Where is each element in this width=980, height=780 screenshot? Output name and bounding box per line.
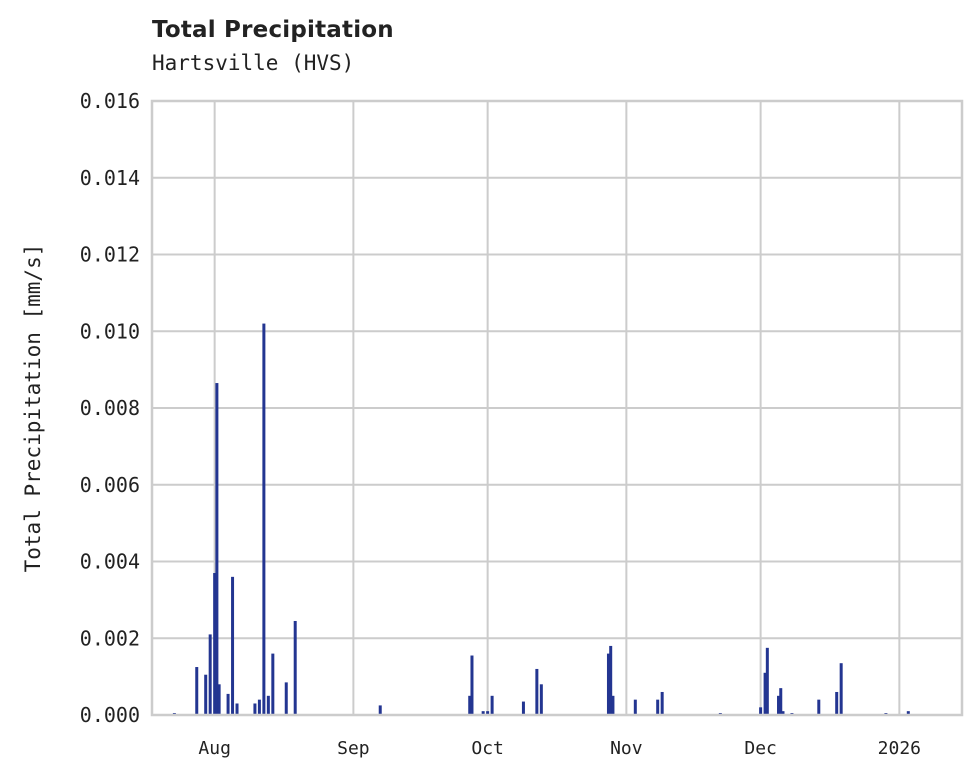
precipitation-bar bbox=[266, 695, 270, 715]
precipitation-bar bbox=[535, 668, 539, 715]
precipitation-bar bbox=[539, 684, 543, 715]
y-tick-label: 0.014 bbox=[80, 166, 140, 190]
precipitation-bar bbox=[481, 711, 485, 715]
chart-title: Total Precipitation bbox=[152, 17, 394, 43]
y-tick-label: 0.010 bbox=[80, 319, 140, 343]
plot-frame bbox=[150, 99, 964, 717]
precipitation-bar bbox=[378, 705, 382, 715]
y-tick-label: 0.008 bbox=[80, 396, 140, 420]
precipitation-bars bbox=[172, 323, 910, 715]
y-tick-label: 0.006 bbox=[80, 473, 140, 497]
precipitation-bar bbox=[257, 699, 261, 715]
precipitation-bar bbox=[271, 653, 275, 715]
y-tick-label: 0.016 bbox=[80, 89, 140, 113]
precipitation-bar bbox=[231, 576, 235, 715]
precipitation-bar bbox=[253, 703, 257, 715]
chart-subtitle: Hartsville (HVS) bbox=[152, 51, 355, 75]
precipitation-bar bbox=[235, 703, 239, 715]
precipitation-bar bbox=[633, 699, 637, 715]
precipitation-bar bbox=[835, 691, 839, 715]
precipitation-bar bbox=[262, 323, 266, 715]
precipitation-bar bbox=[779, 688, 783, 715]
x-tick-label: Sep bbox=[337, 738, 370, 759]
precipitation-bar bbox=[906, 711, 910, 715]
y-axis-ticks: 0.000 0.002 0.004 0.006 0.008 0.010 0.012 0.014… bbox=[80, 89, 140, 727]
precipitation-bar bbox=[208, 634, 212, 715]
precipitation-bar bbox=[204, 674, 208, 715]
x-tick-label: 2026 bbox=[878, 738, 921, 759]
gridlines bbox=[152, 100, 962, 716]
precipitation-bar bbox=[195, 667, 199, 715]
precipitation-bar bbox=[468, 695, 472, 715]
precipitation-bar bbox=[486, 711, 490, 715]
precipitation-bar bbox=[763, 672, 767, 715]
x-axis-ticks: Aug Sep Oct Nov Dec 2026 bbox=[198, 738, 921, 759]
precipitation-bar bbox=[213, 573, 217, 715]
precipitation-bar bbox=[226, 693, 230, 715]
precipitation-bar bbox=[817, 699, 821, 715]
x-tick-label: Dec bbox=[744, 738, 777, 759]
precipitation-bar bbox=[611, 695, 615, 715]
precipitation-bar bbox=[656, 699, 660, 715]
precipitation-bar bbox=[609, 645, 613, 715]
precipitation-bar bbox=[470, 655, 474, 715]
precipitation-bar bbox=[839, 663, 843, 715]
precipitation-bar bbox=[781, 711, 785, 715]
precipitation-bar bbox=[777, 695, 781, 715]
precipitation-bar bbox=[759, 707, 763, 715]
precipitation-bar bbox=[284, 682, 288, 715]
precipitation-bar bbox=[490, 695, 494, 715]
y-tick-label: 0.012 bbox=[80, 243, 140, 267]
precipitation-bar bbox=[215, 383, 219, 715]
y-tick-label: 0.002 bbox=[80, 626, 140, 650]
x-tick-label: Nov bbox=[610, 738, 643, 759]
precipitation-bar bbox=[521, 701, 525, 715]
x-tick-label: Aug bbox=[198, 738, 231, 759]
precipitation-bar bbox=[217, 684, 221, 715]
precipitation-bar bbox=[765, 647, 769, 715]
precipitation-bar bbox=[606, 653, 610, 715]
precipitation-bar bbox=[660, 691, 664, 715]
precipitation-bar bbox=[293, 620, 297, 715]
x-tick-label: Oct bbox=[471, 738, 504, 759]
y-tick-label: 0.000 bbox=[80, 703, 140, 727]
y-tick-label: 0.004 bbox=[80, 550, 140, 574]
